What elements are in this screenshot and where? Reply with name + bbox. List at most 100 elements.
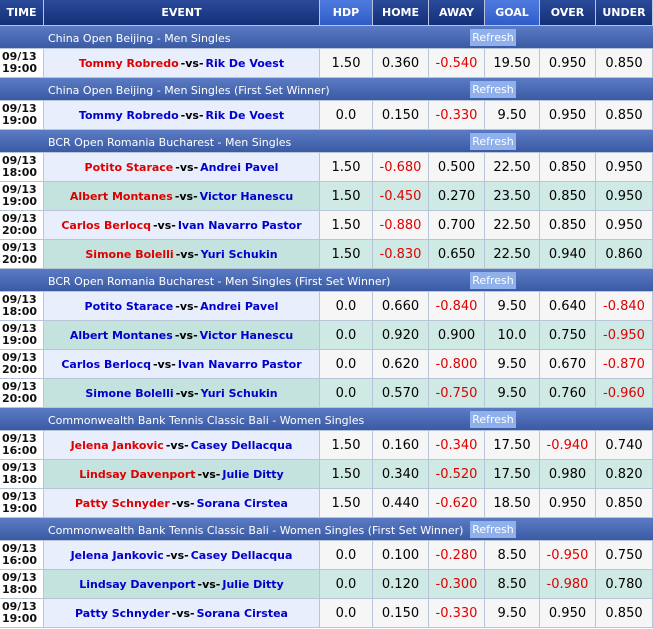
odds-cell: -0.680 [373,153,429,182]
time-cell: 09/13 20:00 [0,211,44,240]
event-cell: Carlos Berlocq -vs- Ivan Navarro Pastor [44,211,320,240]
time-cell: 09/13 20:00 [0,350,44,379]
odds-cell: 9.50 [485,292,540,321]
match-time: 19:00 [2,334,38,347]
odds-cell: 0.850 [540,182,596,211]
odds-cell: 0.0 [320,570,373,599]
event-cell: Lindsay Davenport -vs- Julie Ditty [44,570,320,599]
column-header: OVER [540,0,596,26]
event-cell: Carlos Berlocq -vs- Ivan Navarro Pastor [44,350,320,379]
match-time: 20:00 [2,253,38,266]
odds-cell: 0.750 [596,541,653,570]
vs: -vs- [171,606,195,620]
odds-cell: 0.940 [540,240,596,269]
odds-cell: 0.0 [320,599,373,628]
odds-cell: 0.950 [596,182,653,211]
refresh-button[interactable]: Refresh [470,410,516,428]
home-team: Jelena Jankovic [70,438,164,452]
home-team: Potito Starace [84,299,174,313]
odds-cell: 9.50 [485,101,540,130]
column-header: HOME [373,0,429,26]
match-time: 18:00 [2,583,38,596]
event-cell: Lindsay Davenport -vs- Julie Ditty [44,460,320,489]
match-date: 09/13 [2,490,37,503]
section-bar: China Open Beijing - Men Singles (First … [0,80,653,98]
section-row: BCR Open Romania Bucharest - Men Singles… [0,269,653,292]
refresh-button[interactable]: Refresh [470,520,516,538]
away-team: Julie Ditty [222,467,284,481]
odds-cell: 0.650 [429,240,485,269]
odds-cell: 0.850 [596,599,653,628]
away-team: Ivan Navarro Pastor [177,218,302,232]
refresh-button[interactable]: Refresh [470,271,516,289]
match-time: 19:00 [2,195,38,208]
odds-cell: 0.740 [596,431,653,460]
odds-cell: 0.920 [373,321,429,350]
home-team: Albert Montanes [69,189,173,203]
event-cell: Tommy Robredo -vs- Rik De Voest [44,49,320,78]
vs: -vs- [171,496,195,510]
event-cell: Potito Starace -vs- Andrei Pavel [44,153,320,182]
odds-cell: 0.160 [373,431,429,460]
match-row: 09/13 18:00 Lindsay Davenport -vs- Julie Dit… [0,570,653,599]
section-bar: Commonwealth Bank Tennis Classic Bali - … [0,410,653,428]
odds-cell: 0.760 [540,379,596,408]
vs: -vs- [175,386,199,400]
odds-cell: 0.0 [320,101,373,130]
event-cell: Tommy Robredo -vs- Rik De Voest [44,101,320,130]
match-time: 18:00 [2,473,38,486]
away-team: Yuri Schukin [200,386,278,400]
odds-cell: -0.800 [429,350,485,379]
match-date: 09/13 [2,351,37,364]
event-cell: Potito Starace -vs- Andrei Pavel [44,292,320,321]
section-cell: Commonwealth Bank Tennis Classic Bali - … [0,408,653,431]
column-header: AWAY [429,0,485,26]
home-team: Carlos Berlocq [61,357,151,371]
away-team: Casey Dellacqua [190,438,293,452]
match-row: 09/13 19:00 Tommy Robredo -vs- Rik De Voest 0… [0,101,653,130]
event-cell: Albert Montanes -vs- Victor Hanescu [44,182,320,211]
odds-cell: 17.50 [485,431,540,460]
match-date: 09/13 [2,183,37,196]
odds-cell: 9.50 [485,599,540,628]
section-title: BCR Open Romania Bucharest - Men Singles… [48,274,391,288]
home-team: Potito Starace [84,160,174,174]
event-cell: Jelena Jankovic -vs- Casey Dellacqua [44,541,320,570]
match-date: 09/13 [2,102,37,115]
odds-cell: 22.50 [485,153,540,182]
odds-cell: 0.950 [540,599,596,628]
section-bar: BCR Open Romania Bucharest - Men Singles… [0,271,653,289]
home-team: Lindsay Davenport [79,467,196,481]
odds-cell: -0.840 [429,292,485,321]
odds-cell: -0.540 [429,49,485,78]
home-team: Albert Montanes [69,328,173,342]
event-cell: Simone Bolelli -vs- Yuri Schukin [44,379,320,408]
odds-cell: 19.50 [485,49,540,78]
odds-cell: 0.850 [596,489,653,518]
odds-cell: -0.940 [540,431,596,460]
section-cell: Commonwealth Bank Tennis Classic Bali - … [0,518,653,541]
odds-cell: -0.950 [596,321,653,350]
odds-cell: -0.340 [429,431,485,460]
match-row: 09/13 19:00 Tommy Robredo -vs- Rik De Voest 1… [0,49,653,78]
match-row: 09/13 19:00 Albert Montanes -vs- Victor Hane… [0,182,653,211]
match-time: 18:00 [2,305,38,318]
refresh-button[interactable]: Refresh [470,28,516,46]
odds-cell: 18.50 [485,489,540,518]
odds-cell: 0.860 [596,240,653,269]
refresh-button[interactable]: Refresh [470,80,516,98]
odds-cell: 0.780 [596,570,653,599]
vs: -vs- [180,108,204,122]
section-bar: BCR Open Romania Bucharest - Men Singles… [0,132,653,150]
match-row: 09/13 19:00 Patty Schnyder -vs- Sorana Cirst… [0,599,653,628]
section-cell: BCR Open Romania Bucharest - Men Singles… [0,130,653,153]
refresh-button[interactable]: Refresh [470,132,516,150]
odds-cell: 1.50 [320,182,373,211]
odds-cell: -0.450 [373,182,429,211]
time-cell: 09/13 18:00 [0,153,44,182]
away-team: Casey Dellacqua [190,548,293,562]
vs: -vs- [175,299,199,313]
match-time: 18:00 [2,166,38,179]
section-title: BCR Open Romania Bucharest - Men Singles [48,135,292,149]
odds-cell: 0.0 [320,292,373,321]
